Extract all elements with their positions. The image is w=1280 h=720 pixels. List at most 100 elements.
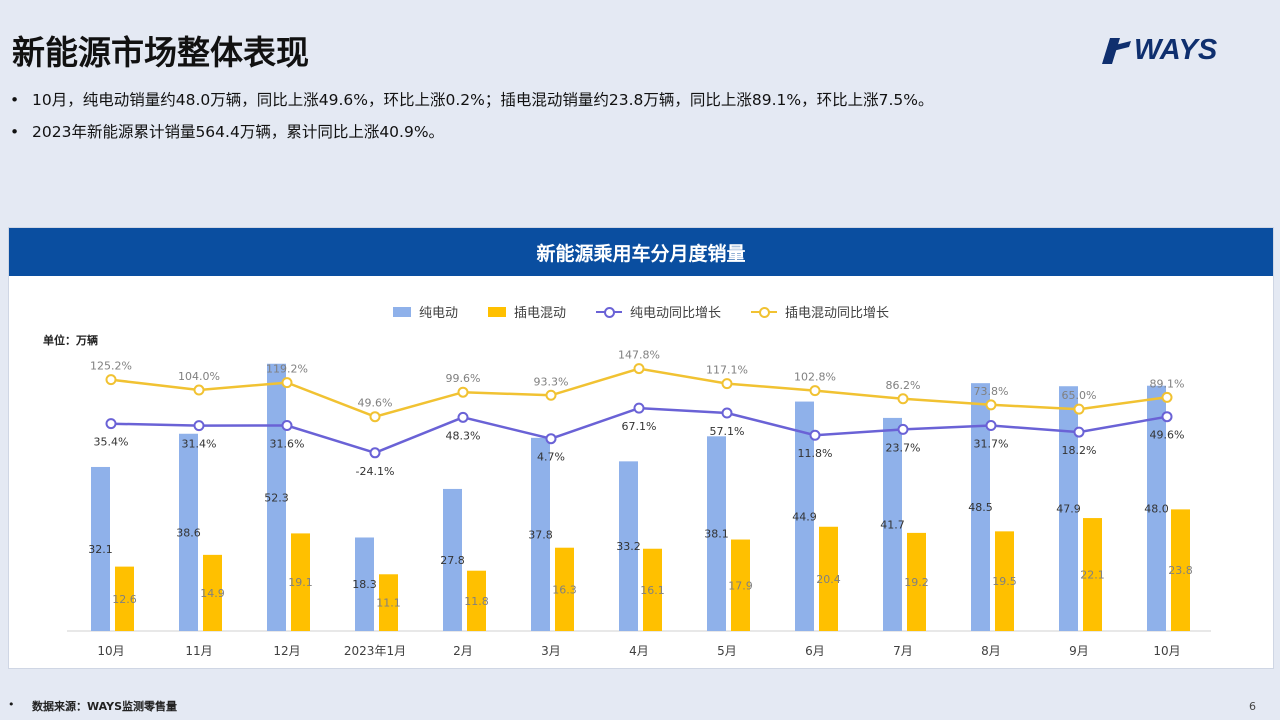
line-bev-yoy-point xyxy=(809,429,821,441)
legend-item-bev: 纯电动 xyxy=(392,302,458,321)
line-phev-yoy-point xyxy=(457,386,469,398)
data-label-bev-yoy: 48.3% xyxy=(446,429,481,442)
data-label-phev-yoy: 125.2% xyxy=(90,360,132,373)
line-phev-yoy-point xyxy=(1161,391,1173,403)
legend-item-phev-yoy: 插电混动同比增长 xyxy=(751,302,889,321)
x-tick-label: 12月 xyxy=(273,644,300,658)
bar-phev xyxy=(643,548,662,631)
bar-bev xyxy=(355,537,374,631)
line-phev-yoy-point xyxy=(897,393,909,405)
line-bev-yoy-point xyxy=(281,420,293,432)
bar-bev xyxy=(707,436,726,631)
line-bev-yoy-point xyxy=(105,418,117,430)
data-label-bev-yoy: 31.7% xyxy=(974,437,1009,450)
data-label-phev: 19.5 xyxy=(992,575,1017,588)
x-tick-label: 11月 xyxy=(185,644,212,658)
x-tick-label: 2月 xyxy=(453,644,473,658)
legend-swatch-bev xyxy=(392,306,411,317)
bar-bev xyxy=(179,433,198,631)
bullet-item: 2023年新能源累计销量564.4万辆，累计同比上涨40.9%。 xyxy=(8,122,934,142)
chart-title: 新能源乘用车分月度销量 xyxy=(9,228,1273,276)
data-label-phev: 16.3 xyxy=(552,583,577,596)
data-label-phev-yoy: 102.8% xyxy=(794,371,836,384)
data-label-bev: 38.6 xyxy=(176,526,201,539)
x-tick-label: 7月 xyxy=(893,644,913,658)
bar-phev xyxy=(995,531,1014,631)
line-bev-yoy-point xyxy=(193,420,205,432)
data-label-phev: 14.9 xyxy=(200,587,225,600)
line-phev-yoy-point xyxy=(721,378,733,390)
bar-bev xyxy=(795,401,814,631)
bar-phev xyxy=(291,533,310,631)
x-tick-label: 6月 xyxy=(805,644,825,658)
x-tick-label: 10月 xyxy=(97,644,124,658)
data-label-phev-yoy: 117.1% xyxy=(706,364,748,377)
logo-text: WAYS xyxy=(1134,34,1218,66)
data-label-phev: 16.1 xyxy=(640,584,665,597)
bar-bev xyxy=(971,383,990,631)
data-label-bev-yoy: 31.4% xyxy=(182,438,217,451)
data-label-bev: 38.1 xyxy=(704,528,729,541)
data-label-phev-yoy: 89.1% xyxy=(1150,377,1185,390)
data-label-bev-yoy: 18.2% xyxy=(1062,444,1097,457)
bar-phev xyxy=(203,554,222,631)
line-bev-yoy-point xyxy=(985,419,997,431)
bar-bev xyxy=(443,488,462,631)
data-label-phev: 11.1 xyxy=(376,597,401,610)
ways-logo: WAYS xyxy=(1102,34,1217,67)
data-label-phev: 23.8 xyxy=(1168,564,1193,577)
data-label-bev-yoy: 31.6% xyxy=(270,438,305,451)
page-number: 6 xyxy=(1249,700,1256,713)
data-label-bev: 32.1 xyxy=(88,543,113,556)
data-label-bev-yoy: 35.4% xyxy=(94,436,129,449)
bar-phev xyxy=(115,566,134,631)
data-label-bev: 41.7 xyxy=(880,518,905,531)
data-label-phev-yoy: 73.8% xyxy=(974,385,1009,398)
footer-bullet: • xyxy=(8,698,15,711)
data-label-bev: 37.8 xyxy=(528,528,553,541)
bar-bev xyxy=(883,417,902,631)
bar-phev xyxy=(1171,509,1190,631)
chart-card: 新能源乘用车分月度销量 纯电动 插电混动 纯电动同比增长 插电混动同比增长 单位… xyxy=(8,227,1274,669)
x-tick-label: 9月 xyxy=(1069,644,1089,658)
data-label-phev: 17.9 xyxy=(728,579,753,592)
data-label-bev-yoy: 57.1% xyxy=(710,425,745,438)
data-label-phev-yoy: 49.6% xyxy=(358,397,393,410)
x-tick-label: 5月 xyxy=(717,644,737,658)
data-label-phev-yoy: 93.3% xyxy=(534,375,569,388)
line-bev-yoy-point xyxy=(545,433,557,445)
line-phev-yoy-point xyxy=(1073,403,1085,415)
bar-phev xyxy=(819,526,838,631)
bar-bev xyxy=(1147,385,1166,631)
bar-bev xyxy=(619,461,638,631)
line-bev-yoy-point xyxy=(633,402,645,414)
data-label-bev-yoy: 11.8% xyxy=(798,447,833,460)
data-label-phev: 20.4 xyxy=(816,573,841,586)
data-label-phev-yoy: 119.2% xyxy=(266,363,308,376)
legend-swatch-phev-yoy xyxy=(751,306,778,318)
data-label-bev: 18.3 xyxy=(352,578,377,591)
data-label-bev: 48.0 xyxy=(1144,502,1169,515)
data-label-phev: 12.6 xyxy=(112,593,137,606)
legend-swatch-phev xyxy=(487,306,506,317)
data-label-phev-yoy: 99.6% xyxy=(446,372,481,385)
line-phev-yoy-point xyxy=(545,389,557,401)
data-label-bev-yoy: 67.1% xyxy=(622,420,657,433)
line-bev-yoy-point xyxy=(897,423,909,435)
unit-label: 单位：万辆 xyxy=(43,334,98,347)
data-source: 数据来源：WAYS监测零售量 xyxy=(32,700,177,713)
line-phev-yoy-point xyxy=(369,411,381,423)
bar-phev xyxy=(1083,518,1102,631)
chart-legend: 纯电动 插电混动 纯电动同比增长 插电混动同比增长 xyxy=(9,302,1273,321)
legend-label: 插电混动同比增长 xyxy=(785,306,890,321)
legend-label: 插电混动 xyxy=(513,306,566,321)
bar-phev xyxy=(555,547,574,631)
data-label-bev: 47.9 xyxy=(1056,503,1081,516)
data-label-bev: 44.9 xyxy=(792,510,817,523)
bullet-item: 10月，纯电动销量约48.0万辆，同比上涨49.6%，环比上涨0.2%；插电混动… xyxy=(8,90,934,110)
bar-bev xyxy=(267,363,286,631)
data-label-bev-yoy: 49.6% xyxy=(1150,429,1185,442)
legend-swatch-bev-yoy xyxy=(596,306,622,318)
data-label-phev: 22.1 xyxy=(1080,569,1105,582)
bar-bev xyxy=(531,437,550,631)
